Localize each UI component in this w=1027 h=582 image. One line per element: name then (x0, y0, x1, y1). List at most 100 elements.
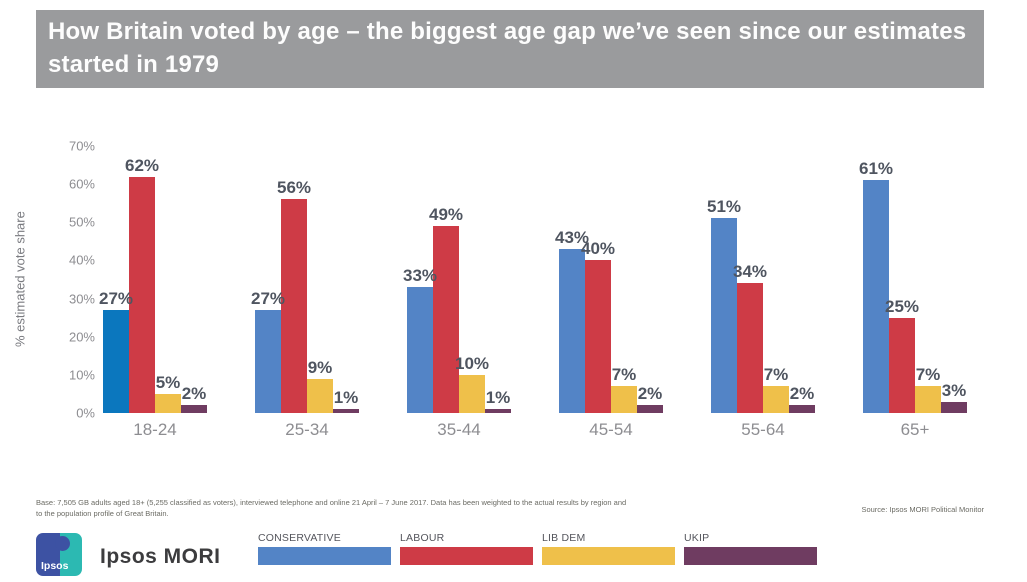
value-label: 27% (98, 289, 134, 309)
legend-label: LABOUR (400, 532, 445, 544)
bar-slot: 56% (277, 178, 311, 413)
lib-dem-bar (155, 393, 181, 413)
bar-group-25-34: 27% 56% 9% 1% 25-34 (251, 178, 359, 439)
bar-group-55-64: 51% 34% 7% 2% 55-64 (707, 197, 815, 439)
bar-slot: 10% (455, 354, 489, 413)
bar-slot: 7% (915, 365, 941, 413)
conservative-bar (711, 218, 737, 413)
value-label: 1% (485, 388, 511, 408)
slide-title-text: How Britain voted by age – the biggest a… (48, 18, 967, 78)
legend-swatch-ukip (542, 547, 675, 565)
bar-slot: 9% (307, 358, 333, 413)
value-label: 33% (402, 266, 438, 286)
ukip-bar (485, 409, 511, 413)
base-note: Base: 7,505 GB adults aged 18+ (5,255 cl… (36, 497, 704, 519)
y-tick-label: 20% (68, 329, 95, 345)
slide-title: How Britain voted by age – the biggest a… (36, 10, 984, 88)
value-label: 9% (307, 357, 333, 377)
value-label: 2% (789, 384, 815, 404)
ukip-bar (181, 405, 207, 413)
category-label: 25-34 (285, 420, 329, 439)
labour-bar (433, 226, 459, 413)
chart-legend: CONSERVATIVE LABOUR LIB DEM UKIP (258, 532, 817, 565)
category-label: 35-44 (437, 420, 481, 439)
conservative-bar (103, 310, 129, 413)
value-label: 1% (333, 388, 359, 408)
legend-swatch-ukip (684, 547, 817, 565)
y-tick-label: 70% (68, 138, 95, 154)
value-label: 5% (155, 372, 181, 392)
value-label: 7% (611, 365, 637, 385)
bars-row: 43% 40% 7% 2% (555, 228, 663, 413)
bars-row: 61% 25% 7% 3% (859, 159, 967, 413)
ukip-bar (941, 401, 967, 413)
lib-dem-bar (763, 386, 789, 413)
ipsos-logo-dot-icon (55, 536, 70, 551)
value-label: 10% (454, 353, 490, 373)
legend-swatch-labour (400, 547, 533, 565)
ukip-bar (789, 405, 815, 413)
base-note-line1: Base: 7,505 GB adults aged 18+ (5,255 cl… (36, 498, 627, 507)
value-label: 62% (124, 155, 160, 175)
lib-dem-bar (915, 386, 941, 413)
bar-group-45-54: 43% 40% 7% 2% 45-54 (555, 228, 663, 439)
value-label: 7% (915, 365, 941, 385)
conservative-bar (407, 287, 433, 413)
ukip-bar (333, 409, 359, 413)
bars-row: 27% 62% 5% 2% (99, 155, 207, 413)
bar-slot: 2% (181, 384, 207, 413)
value-label: 7% (763, 365, 789, 385)
ipsos-logo: Ipsos (36, 533, 82, 576)
base-note-line2: to the population profile of Great Brita… (36, 509, 169, 518)
bar-group-35-44: 33% 49% 10% 1% 35-44 (403, 205, 511, 439)
bar-slot: 25% (885, 297, 919, 413)
bar-slot: 61% (859, 159, 893, 413)
bar-slot: 1% (485, 388, 511, 413)
y-tick-label: 50% (68, 214, 95, 230)
legend-item-labour: LABOUR (400, 532, 533, 565)
bar-slot: 49% (429, 205, 463, 413)
value-label: 2% (637, 384, 663, 404)
category-label: 55-64 (741, 420, 785, 439)
bars-row: 51% 34% 7% 2% (707, 197, 815, 413)
value-label: 2% (181, 384, 207, 404)
conservative-bar (255, 310, 281, 413)
legend-item-libdem: LIB DEM (542, 532, 675, 565)
bar-slot: 43% (555, 228, 589, 413)
conservative-bar (559, 249, 585, 413)
y-tick-label: 60% (68, 176, 95, 192)
bar-slot: 2% (789, 384, 815, 413)
category-label: 65+ (900, 420, 930, 439)
legend-item-ukip: UKIP (684, 532, 817, 565)
labour-bar (129, 176, 155, 413)
legend-item-conservative: CONSERVATIVE (258, 532, 391, 565)
bar-slot: 27% (251, 289, 285, 413)
bar-slot: 7% (763, 365, 789, 413)
bars-row: 33% 49% 10% 1% (403, 205, 511, 413)
bar-slot: 3% (941, 381, 967, 413)
value-label: 56% (276, 178, 312, 198)
bar-groups: 27% 62% 5% 2% 18-24 27% 56% 9% 1% 25-34 33% 49% 10% 1… (99, 146, 967, 439)
bar-group-65+: 61% 25% 7% 3% 65+ (859, 159, 967, 439)
legend-label: LIB DEM (542, 532, 586, 544)
value-label: 61% (858, 159, 894, 179)
category-label: 18-24 (133, 420, 177, 439)
category-label: 45-54 (589, 420, 633, 439)
bar-slot: 5% (155, 373, 181, 413)
value-label: 49% (428, 205, 464, 225)
lib-dem-bar (307, 378, 333, 413)
bar-group-18-24: 27% 62% 5% 2% 18-24 (99, 155, 207, 439)
value-label: 3% (941, 380, 967, 400)
y-tick-label: 30% (68, 291, 95, 307)
value-label: 51% (706, 197, 742, 217)
value-label: 34% (732, 262, 768, 282)
value-label: 25% (884, 296, 920, 316)
bar-slot: 1% (333, 388, 359, 413)
value-label: 43% (554, 228, 590, 247)
bar-slot: 2% (637, 384, 663, 413)
bar-slot: 27% (99, 289, 133, 413)
labour-bar (281, 199, 307, 413)
source-note: Source: Ipsos MORI Political Monitor (861, 505, 984, 514)
y-tick-label: 0% (76, 405, 95, 421)
